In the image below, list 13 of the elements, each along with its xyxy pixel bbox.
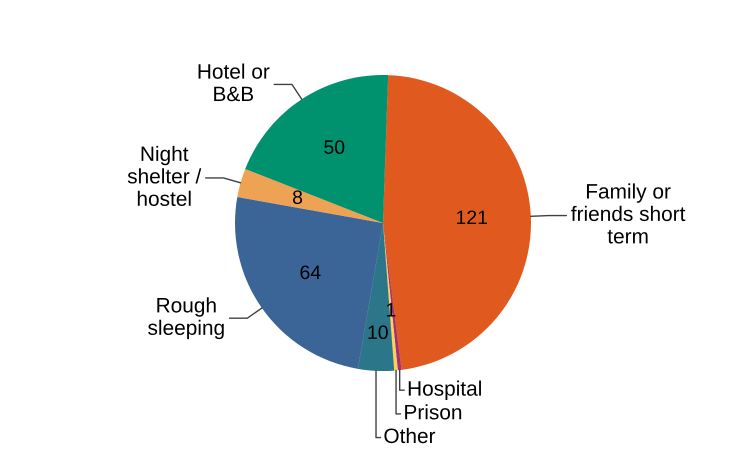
slice-label: Rough sleeping xyxy=(148,297,224,340)
data-label: 50 xyxy=(324,140,344,154)
slice-label: Other xyxy=(384,428,436,444)
data-label: 121 xyxy=(456,210,487,224)
data-label: 8 xyxy=(292,190,302,204)
data-label: 64 xyxy=(300,265,321,280)
data-label: 10 xyxy=(368,325,388,340)
slice-label: Night shelter / hostel xyxy=(128,146,202,206)
slice-label: Hospital xyxy=(408,380,481,400)
slice-label: Family or friends short term xyxy=(571,183,686,244)
slice-label: Prison xyxy=(405,404,462,420)
slice-label: Hotel or B&B xyxy=(198,64,270,102)
data-label: 1 xyxy=(386,303,396,316)
